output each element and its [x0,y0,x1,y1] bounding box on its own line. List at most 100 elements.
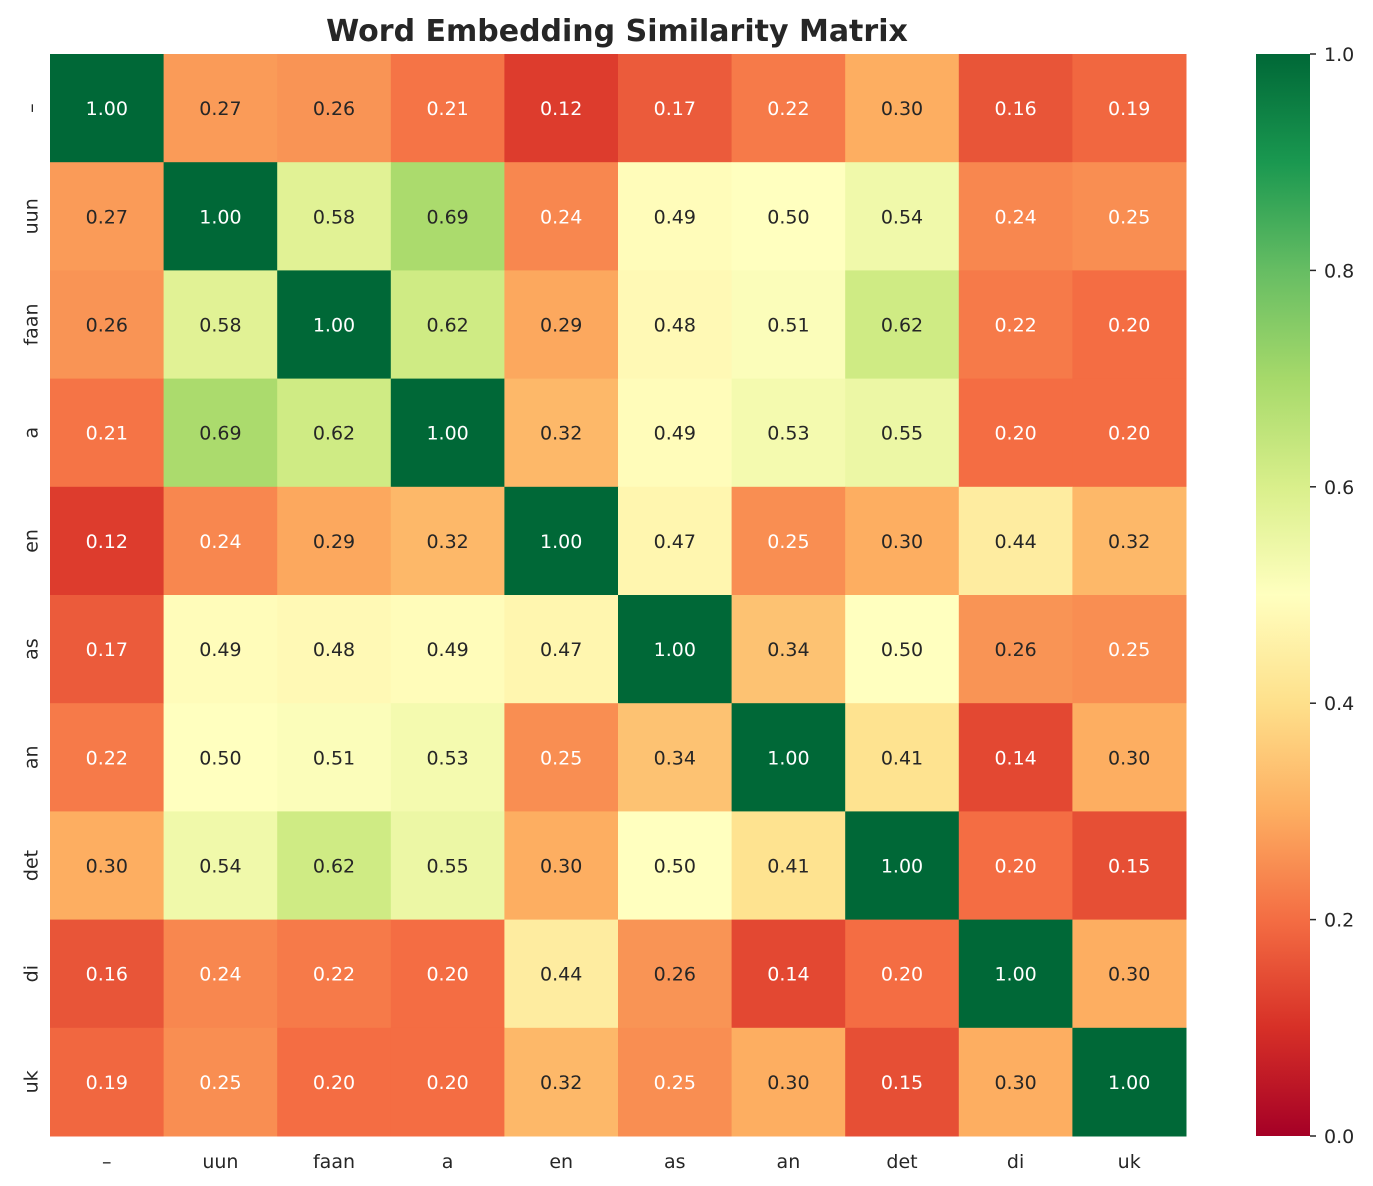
heatmap-cell [618,270,733,380]
heatmap-cell [1072,595,1187,704]
heatmap-cell [618,919,733,1029]
heatmap-cell [277,703,392,812]
y-tick-label: uk [21,1070,43,1093]
heatmap-cell [731,1027,846,1137]
x-tick-label: en [549,1151,573,1173]
cell-annotation: 0.17 [86,639,128,661]
heatmap-cell [845,54,960,163]
heatmap-cell [504,270,619,380]
cell-annotation: 0.47 [540,639,582,661]
heatmap-cell [731,486,846,596]
cell-annotation: 0.20 [994,423,1036,445]
heatmap-cell [50,162,165,271]
x-tick-label: di [1007,1151,1024,1173]
cell-annotation: 0.21 [86,423,128,445]
cell-annotation: 0.47 [654,531,696,553]
heatmap-cell [277,378,392,488]
cell-annotation: 0.62 [426,315,468,337]
cell-annotation: 0.16 [994,98,1036,120]
heatmap-cell [390,270,505,380]
cell-annotation: 0.24 [199,964,241,986]
heatmap-cell [731,811,846,921]
colorbar-tick-label: 1.0 [1324,44,1354,66]
colorbar-tick-label: 0.0 [1324,1126,1354,1148]
cell-annotation: 0.49 [654,423,696,445]
heatmap-cell [163,162,278,271]
heatmap-cell [50,703,165,812]
cell-annotation: 0.50 [767,206,809,228]
heatmap-cell [504,919,619,1029]
cell-annotation: 1.00 [994,964,1036,986]
cell-annotation: 0.22 [313,964,355,986]
cell-annotation: 0.20 [1108,315,1150,337]
cell-annotation: 0.20 [881,964,923,986]
cell-annotation: 0.15 [1108,856,1150,878]
heatmap-cell [845,486,960,596]
heatmap-cell [731,54,846,163]
heatmap-cell [163,919,278,1029]
cell-annotation: 0.27 [86,206,128,228]
heatmap-cell [958,811,1073,921]
cell-annotation: 0.19 [86,1072,128,1094]
heatmap-cell [731,270,846,380]
cell-annotation: 0.25 [199,1072,241,1094]
heatmap-cell [504,1027,619,1137]
cell-annotation: 0.58 [199,315,241,337]
heatmap-cell [958,919,1073,1029]
cell-annotation: 0.69 [426,206,468,228]
cell-annotation: 0.30 [86,856,128,878]
x-tick-label: – [102,1151,112,1173]
heatmap-cell [277,811,392,921]
colorbar-tick-label: 0.6 [1324,477,1354,499]
heatmap-cell [618,378,733,488]
cell-annotation: 0.30 [767,1072,809,1094]
heatmap-cell [731,595,846,704]
heatmap-cell [504,811,619,921]
heatmap-cell [390,595,505,704]
heatmap-cell [1072,162,1187,271]
heatmap-cell [390,811,505,921]
heatmap-cell [504,162,619,271]
cell-annotation: 0.62 [313,856,355,878]
heatmap-cell [618,54,733,163]
heatmap-cell [50,378,165,488]
heatmap-cell [504,378,619,488]
cell-annotation: 0.22 [86,747,128,769]
heatmap-cell [504,486,619,596]
heatmap-cell [845,703,960,812]
cell-annotation: 0.41 [881,747,923,769]
cell-annotation: 0.55 [881,423,923,445]
cell-annotation: 1.00 [654,639,696,661]
cell-annotation: 0.41 [767,856,809,878]
y-tick-label: a [21,427,43,439]
cell-annotation: 0.53 [767,423,809,445]
cell-annotation: 0.62 [313,423,355,445]
x-tick-label: a [442,1151,454,1173]
heatmap-cell [163,703,278,812]
heatmap-cell [958,378,1073,488]
cell-annotation: 0.21 [426,98,468,120]
cell-annotation: 0.44 [994,531,1036,553]
cell-annotation: 0.12 [86,531,128,553]
heatmap-cell [163,270,278,380]
cell-annotation: 0.25 [540,747,582,769]
cell-annotation: 0.69 [199,423,241,445]
colorbar-ticks: 0.0 0.2 0.4 0.6 0.8 1.0 [1310,44,1354,1148]
cell-annotation: 0.49 [199,639,241,661]
y-tick-label: di [21,965,43,982]
cell-annotation: 0.30 [881,531,923,553]
heatmap-cell [845,378,960,488]
heatmap-cell [845,595,960,704]
cell-annotation: 0.17 [654,98,696,120]
heatmap-cell [731,919,846,1029]
x-tick-label: uun [202,1151,238,1173]
heatmap-cell [1072,54,1187,163]
heatmap-cell [390,378,505,488]
colorbar-tick-label: 0.4 [1324,693,1354,715]
heatmap-cell [277,270,392,380]
cell-annotation: 0.24 [540,206,582,228]
cell-annotation: 0.25 [654,1072,696,1094]
x-tick-label: faan [313,1151,355,1173]
x-tick-labels: – uun faan a en as an det di uk [102,1151,1141,1173]
chart-title: Word Embedding Similarity Matrix [326,14,908,49]
